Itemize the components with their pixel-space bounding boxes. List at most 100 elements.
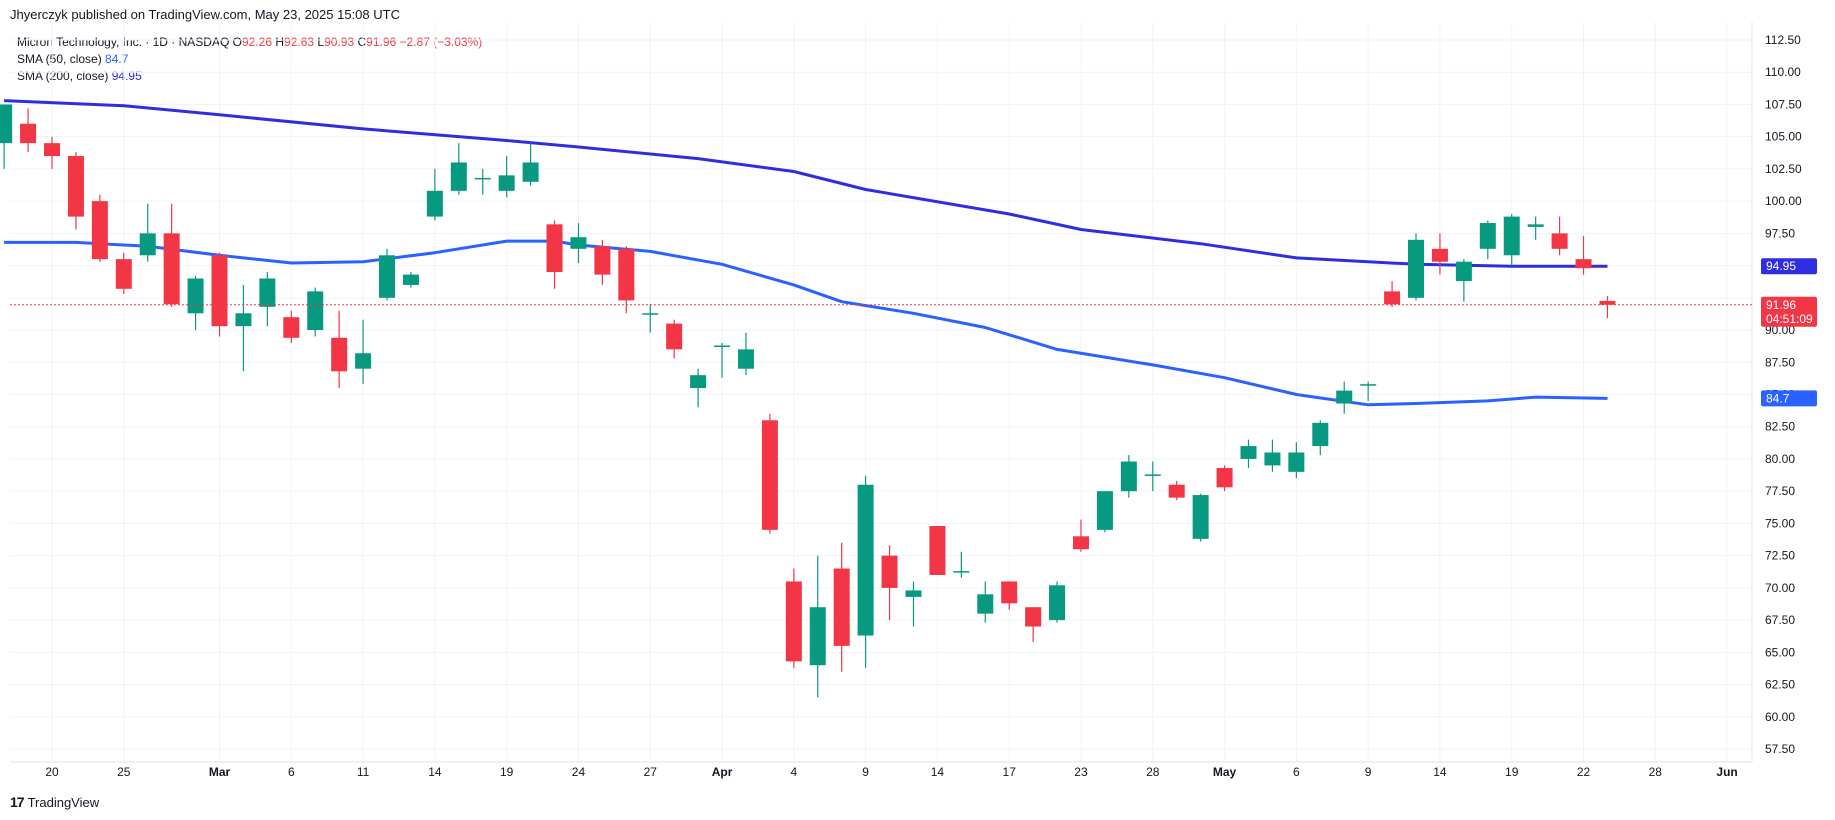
candle-body <box>1072 536 1089 550</box>
candle[interactable] <box>498 156 515 198</box>
candle[interactable] <box>1431 233 1448 275</box>
candle[interactable] <box>115 252 132 294</box>
candle[interactable] <box>1360 381 1377 401</box>
candle[interactable] <box>594 239 611 285</box>
candle-body <box>1551 233 1568 249</box>
sma50-legend-row[interactable]: SMA (50, close) 84.7 <box>17 51 482 68</box>
candle-body <box>618 248 635 301</box>
candle-body <box>594 246 611 275</box>
x-tick-label: 20 <box>45 765 59 779</box>
candle-body <box>953 571 970 573</box>
candle[interactable] <box>737 332 754 376</box>
candle[interactable] <box>1216 465 1233 492</box>
candle[interactable] <box>714 342 731 378</box>
symbol-name: Micron Technology, Inc. · 1D · NASDAQ <box>17 35 230 49</box>
candle[interactable] <box>187 275 204 331</box>
y-tick-label: 62.50 <box>1765 678 1795 692</box>
candle[interactable] <box>211 252 228 337</box>
candle[interactable] <box>953 551 970 578</box>
candle[interactable] <box>474 168 491 195</box>
candle[interactable] <box>1408 233 1425 301</box>
candle[interactable] <box>522 143 539 186</box>
candle-body <box>1049 585 1066 621</box>
candle[interactable] <box>666 319 683 359</box>
candle[interactable] <box>1599 296 1616 319</box>
candle[interactable] <box>1192 493 1209 542</box>
candle[interactable] <box>785 568 802 668</box>
candle[interactable] <box>1025 607 1042 643</box>
ohlc-close-value: 91.96 <box>366 35 397 49</box>
candle-body <box>1001 581 1018 604</box>
candle[interactable] <box>1240 439 1257 468</box>
candle[interactable] <box>833 542 850 672</box>
candle[interactable] <box>1288 442 1305 479</box>
tradingview-brand[interactable]: 17 TradingView <box>10 794 99 810</box>
sma-line-50[interactable] <box>4 239 1608 407</box>
candle[interactable] <box>881 545 898 621</box>
candle[interactable] <box>1096 491 1113 533</box>
candle-body <box>522 162 539 182</box>
candle-body <box>977 594 994 614</box>
candle[interactable] <box>1336 381 1353 414</box>
y-tick-label: 82.50 <box>1765 420 1795 434</box>
candle[interactable] <box>618 246 635 314</box>
candle[interactable] <box>426 168 443 221</box>
candle[interactable] <box>235 284 252 372</box>
candle[interactable] <box>1144 461 1161 492</box>
moving-averages <box>4 99 1608 407</box>
candle[interactable] <box>259 272 276 327</box>
candle[interactable] <box>20 108 37 153</box>
candle[interactable] <box>67 152 84 230</box>
candle[interactable] <box>379 248 396 301</box>
candle-body <box>1120 461 1137 492</box>
candle[interactable] <box>570 223 587 264</box>
candle[interactable] <box>761 413 778 534</box>
x-tick-label: Mar <box>209 765 231 779</box>
candle[interactable] <box>929 525 946 575</box>
sma-line-200[interactable] <box>4 99 1608 268</box>
candle[interactable] <box>546 220 563 289</box>
candle[interactable] <box>139 203 156 262</box>
candle[interactable] <box>355 319 372 385</box>
candle[interactable] <box>163 203 180 307</box>
candle[interactable] <box>1264 439 1281 472</box>
candle-body <box>474 177 491 180</box>
candle[interactable] <box>977 581 994 623</box>
candle[interactable] <box>690 368 707 408</box>
candle[interactable] <box>1168 480 1185 501</box>
candle[interactable] <box>642 304 659 333</box>
candle[interactable] <box>44 136 60 169</box>
x-tick-label: 23 <box>1074 765 1088 779</box>
candle[interactable] <box>905 581 922 627</box>
candle[interactable] <box>857 475 874 668</box>
candle[interactable] <box>450 143 467 195</box>
candle[interactable] <box>1384 281 1401 307</box>
y-tick-label: 75.00 <box>1765 516 1795 530</box>
candle[interactable] <box>402 272 419 288</box>
symbol-row[interactable]: Micron Technology, Inc. · 1D · NASDAQ O9… <box>17 34 482 51</box>
candle-body <box>1527 224 1544 227</box>
candle[interactable] <box>1527 216 1544 240</box>
candle[interactable] <box>1072 519 1089 552</box>
candle[interactable] <box>307 287 324 337</box>
candle[interactable] <box>1575 235 1592 275</box>
candle[interactable] <box>1120 455 1137 498</box>
x-tick-label: 4 <box>790 765 797 779</box>
candle[interactable] <box>809 555 826 698</box>
candle[interactable] <box>1503 214 1520 266</box>
candle[interactable] <box>1551 216 1568 256</box>
candle[interactable] <box>0 104 13 169</box>
candle[interactable] <box>1001 581 1018 610</box>
x-tick-label: 22 <box>1577 765 1591 779</box>
candle[interactable] <box>283 310 300 343</box>
candle-body <box>211 255 228 327</box>
x-tick-label: 19 <box>1505 765 1519 779</box>
candle[interactable] <box>1455 259 1472 302</box>
candle[interactable] <box>91 194 108 262</box>
candle[interactable] <box>1479 220 1496 260</box>
candle[interactable] <box>331 310 348 389</box>
candle[interactable] <box>1312 420 1329 456</box>
candle[interactable] <box>1049 581 1066 623</box>
